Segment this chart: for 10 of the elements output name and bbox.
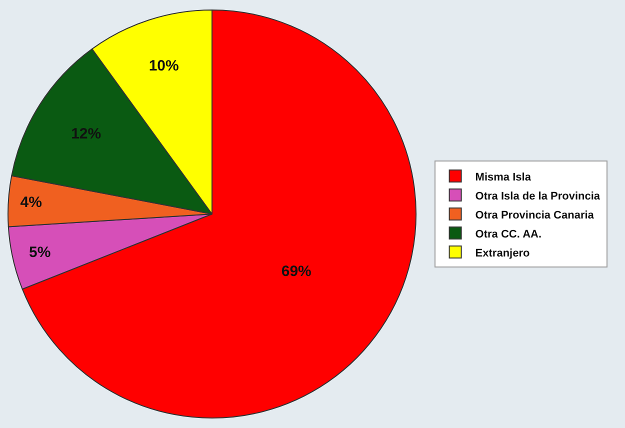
legend-label: Otra Isla de la Provincia xyxy=(475,190,601,202)
legend-label: Extranjero xyxy=(475,247,530,260)
data-label: 10% xyxy=(148,57,179,74)
data-label: 5% xyxy=(29,244,51,261)
legend-label: Misma Isla xyxy=(475,171,532,184)
data-label: 69% xyxy=(281,262,312,280)
legend-label: Otra CC. AA. xyxy=(475,228,542,240)
data-label: 12% xyxy=(71,126,102,143)
data-label: 4% xyxy=(20,194,42,212)
legend-label: Otra Provincia Canaria xyxy=(475,209,595,222)
